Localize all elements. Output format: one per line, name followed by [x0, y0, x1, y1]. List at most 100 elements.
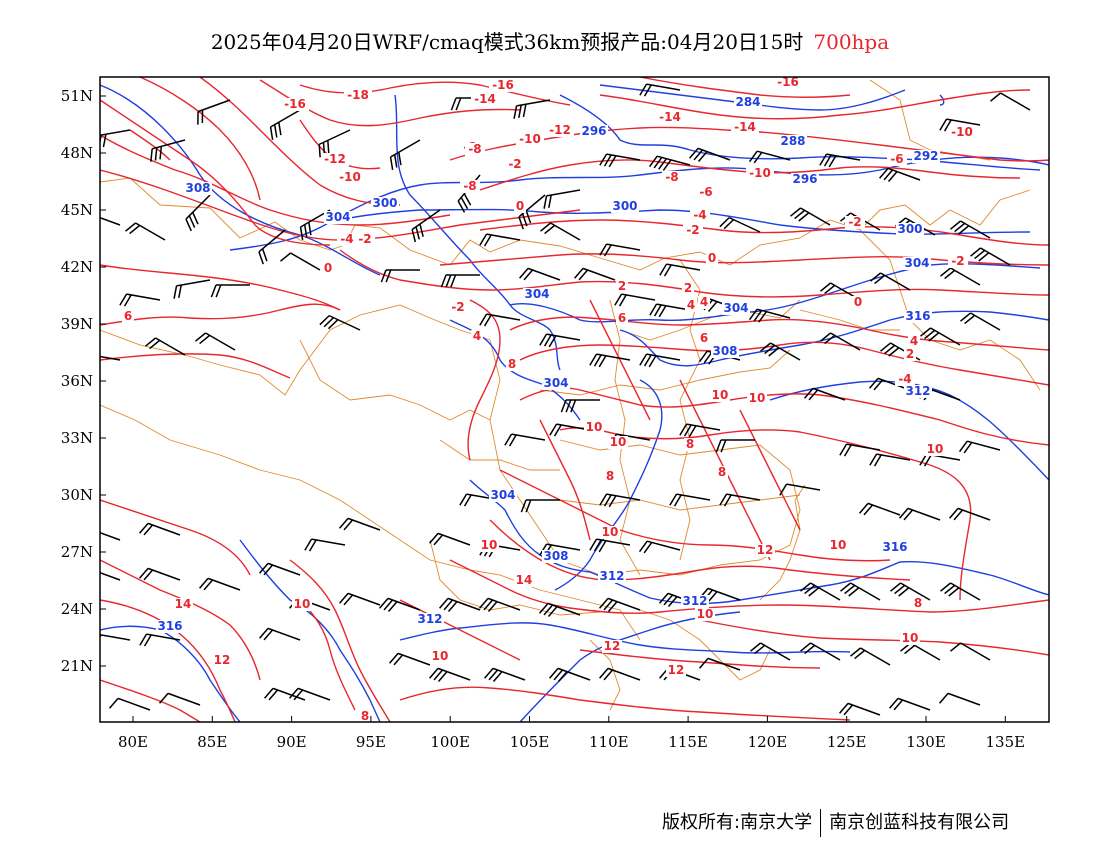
wind-barb-feather — [398, 152, 402, 166]
temperature-label: -10 — [519, 132, 541, 146]
wind-barb-staff — [756, 308, 791, 319]
wind-barb-staff — [596, 538, 631, 546]
wind-barb-feather — [603, 244, 612, 257]
wind-barb-feather — [578, 269, 589, 281]
temperature-label: 10 — [927, 442, 944, 456]
wind-barb-feather — [960, 312, 972, 322]
wind-barb-feather — [723, 219, 735, 230]
temperature-label-bg — [828, 539, 848, 552]
wind-barb-staff — [707, 657, 741, 671]
wind-barb-feather — [261, 248, 268, 262]
latitude-axis: 51N 48N 45N 42N 39N 36N 33N 30N 27N 24N 21N — [61, 87, 106, 675]
wind-barb-feather — [258, 627, 269, 639]
wind-barb-feather — [673, 494, 682, 507]
wind-barb-staff — [770, 342, 801, 361]
wind-barb-staff — [897, 697, 931, 711]
wind-barb-feather — [854, 649, 866, 660]
wind-barb-feather — [874, 274, 886, 285]
wind-barb-staff — [318, 129, 351, 146]
wind-barb-feather — [195, 332, 207, 342]
wind-barb-staff — [176, 279, 211, 287]
wind-barb-feather — [798, 212, 810, 222]
geopotential-label-bg — [489, 489, 517, 502]
wind-barb-feather — [603, 154, 612, 167]
wind-barb-feather — [878, 167, 889, 179]
temperature-label: 10 — [902, 631, 919, 645]
temperature-label-bg — [948, 255, 968, 268]
temperature-label: 14 — [175, 597, 192, 611]
geopotential-label-bg — [881, 541, 909, 554]
wind-barb-feather — [804, 644, 816, 655]
wind-barb-staff — [800, 207, 831, 226]
temperature-label-bg — [912, 597, 924, 610]
temperature-label: 0 — [324, 261, 332, 275]
wind-barb-staff — [290, 252, 321, 271]
wind-barb-feather — [428, 667, 439, 679]
wind-barb-feather — [963, 441, 973, 454]
temperature-contours — [100, 77, 1049, 722]
geopotential-label-bg — [580, 125, 608, 138]
wind-barb-feather — [753, 151, 763, 164]
temperature-label: -14 — [474, 92, 496, 106]
wind-barb-feather — [547, 606, 558, 617]
wind-barb-feather — [192, 212, 199, 225]
geopotential-labels: 3083043003043002962882962922843003043043… — [156, 95, 940, 633]
wind-barb-staff — [876, 453, 911, 461]
geopotential-label-bg — [611, 200, 639, 213]
temperature-label: -16 — [284, 97, 306, 111]
wind-barb-feather — [338, 517, 349, 529]
temperature-label-bg — [212, 654, 232, 667]
temperature-label-bg — [685, 299, 697, 312]
wind-barb-feather — [199, 334, 211, 345]
wind-barb-feather — [518, 267, 529, 279]
wind-barb-feather — [158, 692, 169, 704]
wind-barb-feather — [84, 530, 92, 540]
wind-barb-staff — [550, 222, 581, 241]
wind-barb-feather — [893, 699, 904, 711]
wind-barb-feather — [278, 122, 282, 136]
temperature-label-bg — [656, 111, 684, 124]
wind-barb-staff — [486, 313, 521, 321]
temperature-label-bg — [755, 544, 775, 557]
wind-barb-feather — [383, 599, 394, 611]
temperature-label-bg — [489, 79, 517, 92]
wind-barb-feather — [125, 222, 137, 232]
wind-barb-feather — [460, 197, 469, 210]
wind-barb-feather — [343, 519, 354, 531]
temperature-label: -16 — [492, 78, 514, 92]
temperature-label-bg — [682, 282, 694, 295]
wind-barb-staff — [950, 267, 981, 286]
temperature-label-bg — [337, 233, 357, 246]
wind-barb-feather — [589, 538, 598, 551]
wind-barb-staff — [950, 582, 981, 601]
wind-barb-feather — [719, 493, 728, 506]
temperature-label: 8 — [914, 596, 922, 610]
temperature-label: -10 — [339, 170, 361, 184]
wind-barb-feather — [138, 522, 149, 534]
lon-label: 80E — [118, 733, 148, 751]
geopotential-label: 308 — [543, 549, 568, 563]
wind-barb-staff — [786, 483, 821, 491]
temperature-label-bg — [698, 332, 710, 345]
temperature-label: 10 — [586, 420, 603, 434]
lat-label: 36N — [61, 372, 93, 390]
wind-barb-feather — [599, 493, 608, 506]
wind-barb-feather — [539, 543, 548, 556]
wind-barb-feather — [549, 423, 558, 436]
wind-barb-feather — [603, 599, 614, 611]
wind-barb-staff — [646, 353, 681, 361]
wind-barb-feather — [129, 224, 141, 235]
wind-barb-feather — [820, 332, 832, 342]
wind-barb-feather — [948, 587, 960, 597]
wind-barb-staff — [397, 652, 431, 666]
wind-barb-feather — [327, 319, 339, 330]
temperature-label: -4 — [340, 232, 353, 246]
wind-barb-feather — [385, 269, 392, 283]
wind-barb-feather — [319, 315, 330, 326]
wind-barb-staff — [947, 692, 981, 706]
wind-barb-feather — [263, 687, 274, 699]
wind-barb-staff — [147, 567, 181, 581]
wind-barb-staff — [846, 443, 881, 451]
wind-barb-staff — [887, 167, 921, 181]
wind-barb-feather — [659, 263, 668, 276]
